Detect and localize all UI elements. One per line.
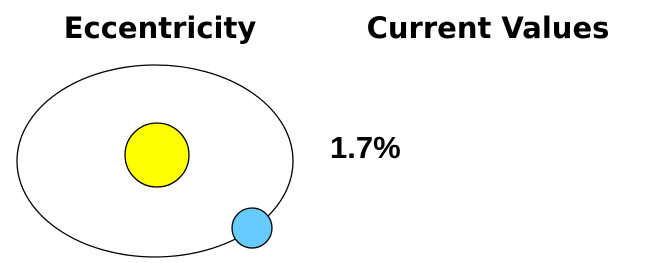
left-title: Eccentricity <box>64 11 257 45</box>
planet <box>232 208 272 248</box>
diagram: Eccentricity Current Values 1.7% <box>0 0 646 263</box>
right-title: Current Values <box>367 11 610 45</box>
eccentricity-value: 1.7% <box>330 130 401 165</box>
sun <box>125 123 189 187</box>
page: Eccentricity Current Values 1.7% (() => … <box>0 0 646 263</box>
